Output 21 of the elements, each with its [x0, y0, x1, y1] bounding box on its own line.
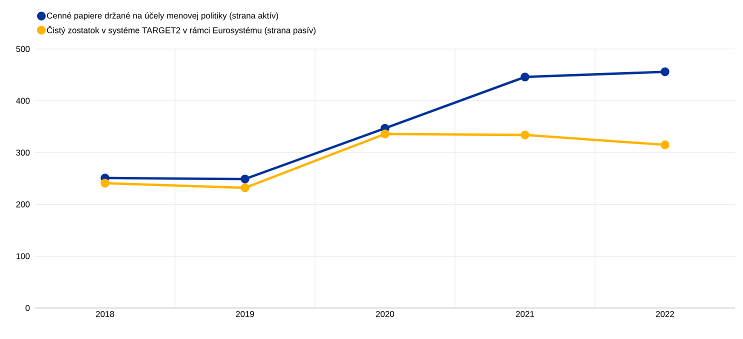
point	[380, 130, 390, 138]
legend-label: Čistý zostatok v systéme TARGET2 v rámci Eurosystému (strana pasív)	[47, 26, 316, 35]
point	[100, 178, 110, 188]
point	[660, 67, 670, 76]
y-tick-label: 0	[26, 305, 30, 311]
y-tick-label: 200	[16, 201, 30, 208]
legend-label: Cenné papiere držané na účely menovej politiky (strana aktív)	[47, 12, 278, 20]
point	[520, 72, 530, 82]
point	[240, 183, 250, 192]
x-tick-label: 2018	[96, 311, 114, 318]
y-tick-label: 300	[16, 150, 30, 156]
y-tick-label: 100	[16, 253, 30, 260]
point	[660, 140, 670, 150]
x-tick-label: 2019	[236, 311, 254, 318]
x-tick-label: 2020	[376, 311, 394, 318]
y-tick-label: 500	[16, 46, 30, 52]
x-tick-label: 2022	[656, 311, 674, 318]
y-tick-label: 400	[16, 98, 30, 104]
point	[240, 174, 250, 184]
point	[520, 130, 530, 140]
x-tick-label: 2021	[516, 311, 534, 318]
